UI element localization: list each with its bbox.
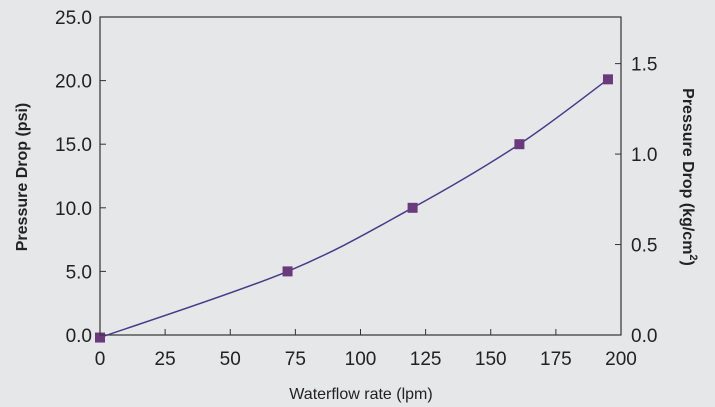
series-line	[99, 78, 609, 339]
data-point-marker	[95, 332, 105, 343]
y-tick-label: 0.0	[66, 326, 92, 347]
x-tick-label: 100	[345, 349, 377, 370]
y-tick-label: 20.0	[55, 72, 92, 93]
x-tick-label: 0	[95, 349, 106, 370]
x-axis-title: Waterflow rate (lpm)	[289, 386, 432, 403]
y-tick-label: 5.0	[66, 262, 92, 283]
y-axis-title: Pressure Drop (psi)	[14, 103, 31, 251]
x-tick-label: 75	[285, 349, 306, 370]
y2-axis-title-close: )	[679, 261, 696, 266]
y-tick-label: 10.0	[55, 199, 92, 220]
data-point-marker	[407, 202, 418, 213]
y2-tick-label: 1.0	[631, 145, 657, 166]
x-tick-label: 125	[410, 349, 442, 370]
data-point-marker	[602, 74, 613, 85]
y2-axis-title-main: Pressure Drop (kg/cm	[679, 88, 696, 254]
y2-tick-label: 1.5	[631, 55, 657, 76]
y2-axis-title-superscript: 2	[687, 254, 699, 260]
y-tick-label: 15.0	[55, 135, 92, 156]
y-tick-label: 25.0	[55, 8, 92, 29]
y2-tick-label: 0.0	[631, 326, 657, 347]
plot-frame	[99, 16, 622, 336]
x-tick-label: 50	[220, 349, 241, 370]
data-point-marker	[514, 139, 525, 150]
y2-tick-label: 0.5	[631, 236, 657, 257]
x-tick-label: 150	[475, 349, 507, 370]
x-tick-label: 200	[605, 349, 637, 370]
data-point-marker	[282, 266, 293, 277]
x-tick-label: 175	[540, 349, 572, 370]
x-tick-label: 25	[155, 349, 176, 370]
y2-axis-title: Pressure Drop (kg/cm2)	[679, 88, 699, 266]
